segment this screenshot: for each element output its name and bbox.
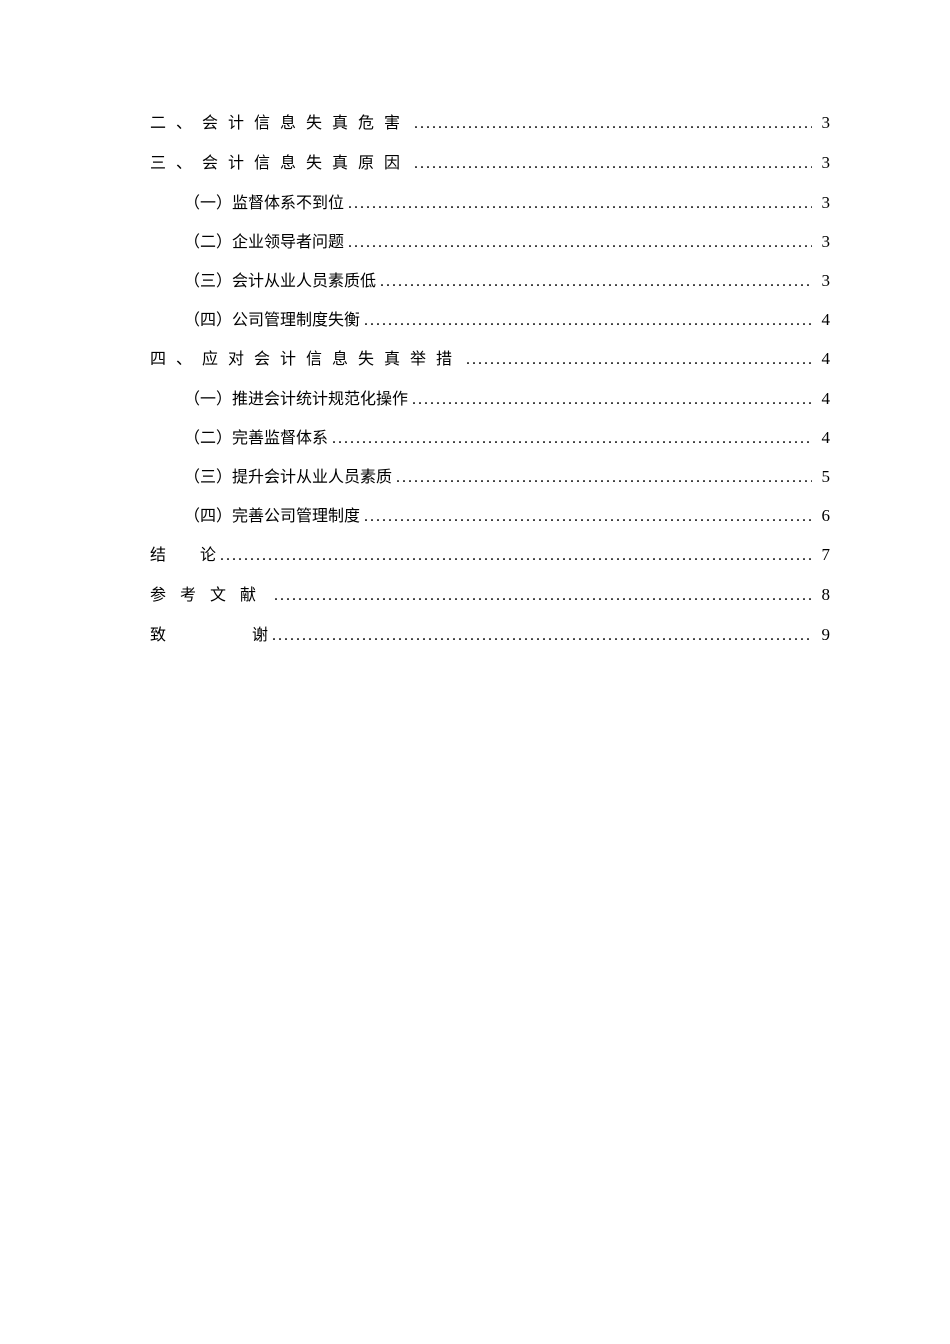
toc-label: （四）公司管理制度失衡 bbox=[150, 309, 360, 333]
toc-entry-section-4-1: （一）推进会计统计规范化操作 4 bbox=[150, 386, 830, 412]
toc-dots bbox=[270, 584, 812, 608]
toc-page-number: 3 bbox=[812, 190, 830, 216]
toc-label: 三、会计信息失真原因 bbox=[150, 152, 410, 176]
toc-dots bbox=[360, 309, 812, 333]
toc-entry-section-3-3: （三）会计从业人员素质低 3 bbox=[150, 268, 830, 294]
thanks-char-1: 致 bbox=[150, 627, 166, 644]
toc-dots bbox=[392, 466, 812, 490]
conclusion-char-2: 论 bbox=[200, 547, 216, 564]
toc-dots bbox=[344, 231, 812, 255]
toc-label: （三）会计从业人员素质低 bbox=[150, 270, 376, 294]
toc-label: （二）完善监督体系 bbox=[150, 427, 328, 451]
toc-label: （三）提升会计从业人员素质 bbox=[150, 466, 392, 490]
toc-entry-section-4: 四、应对会计信息失真举措 4 bbox=[150, 346, 830, 372]
toc-dots bbox=[344, 192, 812, 216]
toc-label: （一）推进会计统计规范化操作 bbox=[150, 388, 408, 412]
toc-page-number: 3 bbox=[812, 229, 830, 255]
toc-page-number: 9 bbox=[812, 622, 830, 648]
toc-label: 参考文献 bbox=[150, 584, 270, 608]
toc-page-number: 4 bbox=[812, 307, 830, 333]
toc-entry-references: 参考文献 8 bbox=[150, 582, 830, 608]
toc-entry-section-4-3: （三）提升会计从业人员素质 5 bbox=[150, 464, 830, 490]
toc-entry-section-3: 三、会计信息失真原因 3 bbox=[150, 150, 830, 176]
toc-dots bbox=[360, 505, 812, 529]
toc-entry-section-2: 二、会计信息失真危害 3 bbox=[150, 110, 830, 136]
toc-entry-section-3-1: （一）监督体系不到位 3 bbox=[150, 190, 830, 216]
toc-dots bbox=[410, 112, 812, 136]
toc-label: 结论 bbox=[150, 544, 216, 568]
toc-page-number: 4 bbox=[812, 386, 830, 412]
toc-dots bbox=[268, 624, 812, 648]
toc-entry-section-4-4: （四）完善公司管理制度 6 bbox=[150, 503, 830, 529]
toc-page-number: 5 bbox=[812, 464, 830, 490]
thanks-char-2: 谢 bbox=[252, 627, 268, 644]
toc-page-number: 6 bbox=[812, 503, 830, 529]
toc-entry-section-3-2: （二）企业领导者问题 3 bbox=[150, 229, 830, 255]
toc-page-number: 4 bbox=[812, 346, 830, 372]
toc-entry-section-3-4: （四）公司管理制度失衡 4 bbox=[150, 307, 830, 333]
toc-page-number: 3 bbox=[812, 150, 830, 176]
toc-dots bbox=[216, 544, 812, 568]
toc-label: （二）企业领导者问题 bbox=[150, 231, 344, 255]
toc-dots bbox=[462, 348, 812, 372]
toc-label: （四）完善公司管理制度 bbox=[150, 505, 360, 529]
toc-dots bbox=[410, 152, 812, 176]
conclusion-char-1: 结 bbox=[150, 544, 166, 568]
toc-dots bbox=[328, 427, 812, 451]
toc-page-number: 3 bbox=[812, 110, 830, 136]
toc-label: 四、应对会计信息失真举措 bbox=[150, 348, 462, 372]
toc-dots bbox=[408, 388, 812, 412]
toc-entry-section-4-2: （二）完善监督体系 4 bbox=[150, 425, 830, 451]
toc-label: （一）监督体系不到位 bbox=[150, 192, 344, 216]
toc-page-number: 4 bbox=[812, 425, 830, 451]
toc-dots bbox=[376, 270, 812, 294]
table-of-contents: 二、会计信息失真危害 3 三、会计信息失真原因 3 （一）监督体系不到位 3 （… bbox=[0, 0, 950, 648]
toc-label: 致谢 bbox=[150, 624, 268, 648]
toc-entry-thanks: 致谢 9 bbox=[150, 622, 830, 648]
toc-label: 二、会计信息失真危害 bbox=[150, 112, 410, 136]
toc-page-number: 8 bbox=[812, 582, 830, 608]
toc-entry-conclusion: 结论 7 bbox=[150, 542, 830, 568]
toc-page-number: 3 bbox=[812, 268, 830, 294]
toc-page-number: 7 bbox=[812, 542, 830, 568]
